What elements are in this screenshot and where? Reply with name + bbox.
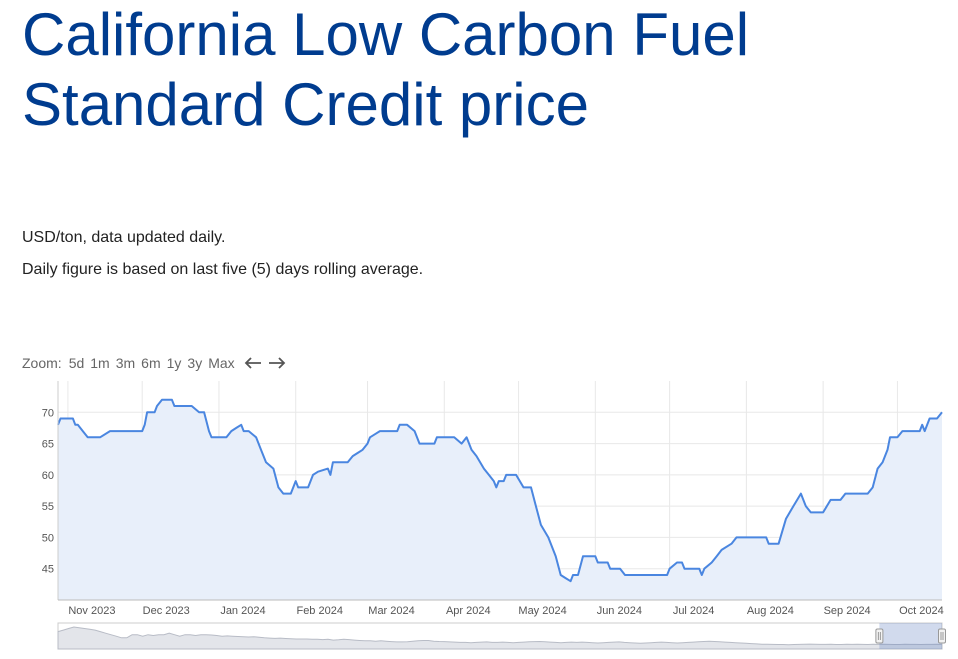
unit-description: USD/ton, data updated daily. bbox=[22, 229, 226, 246]
x-tick-label: Mar 2024 bbox=[368, 605, 414, 617]
x-tick-label: May 2024 bbox=[518, 605, 566, 617]
navigator-handle-left[interactable] bbox=[875, 628, 884, 644]
x-tick-label: Oct 2024 bbox=[899, 605, 944, 617]
x-tick-label: Jan 2024 bbox=[220, 605, 265, 617]
navigator-selection[interactable] bbox=[879, 623, 942, 649]
arrow-left-icon[interactable] bbox=[244, 356, 262, 370]
y-tick-label: 45 bbox=[42, 564, 54, 576]
x-tick-label: Sep 2024 bbox=[824, 605, 871, 617]
page-title: California Low Carbon Fuel Standard Cred… bbox=[22, 0, 749, 140]
arrow-right-icon[interactable] bbox=[268, 356, 286, 370]
zoom-1m-button[interactable]: 1m bbox=[90, 355, 110, 371]
price-area bbox=[58, 399, 942, 600]
zoom-6m-button[interactable]: 6m bbox=[141, 355, 161, 371]
zoom-3m-button[interactable]: 3m bbox=[115, 355, 136, 371]
price-chart: 45 50 55 60 65 70 Nov 2023 Dec 2023 Jan 2024 Feb … bbox=[42, 381, 946, 650]
price-line bbox=[57, 398, 943, 583]
x-tick-label: Jun 2024 bbox=[597, 605, 642, 617]
x-tick-label: Nov 2023 bbox=[68, 605, 115, 617]
navigator-series bbox=[57, 626, 943, 650]
zoom-max-button[interactable]: Max bbox=[208, 355, 235, 371]
zoom-toolbar: Zoom: 5d 1m 3m 6m 1y 3y Max bbox=[22, 353, 286, 373]
y-tick-label: 60 bbox=[42, 470, 54, 482]
x-tick-label: Feb 2024 bbox=[296, 605, 342, 617]
y-tick-label: 70 bbox=[42, 407, 54, 419]
y-tick-label: 55 bbox=[42, 501, 54, 513]
zoom-1y-button[interactable]: 1y bbox=[166, 355, 182, 371]
x-tick-label: Apr 2024 bbox=[446, 605, 491, 617]
x-tick-label: Jul 2024 bbox=[673, 605, 715, 617]
zoom-5d-button[interactable]: 5d bbox=[68, 355, 85, 371]
average-description: Daily figure is based on last five (5) d… bbox=[22, 261, 424, 278]
y-tick-label: 50 bbox=[42, 532, 54, 544]
y-tick-label: 65 bbox=[42, 439, 54, 451]
x-tick-label: Aug 2024 bbox=[747, 605, 794, 617]
zoom-3y-button[interactable]: 3y bbox=[187, 355, 203, 371]
zoom-label: Zoom: bbox=[22, 355, 62, 371]
page-title-line-1: California Low Carbon Fuel bbox=[22, 1, 750, 68]
page-title-line-2: Standard Credit price bbox=[22, 71, 589, 138]
navigator-handle-right[interactable] bbox=[938, 628, 946, 644]
x-tick-label: Dec 2023 bbox=[143, 605, 190, 617]
